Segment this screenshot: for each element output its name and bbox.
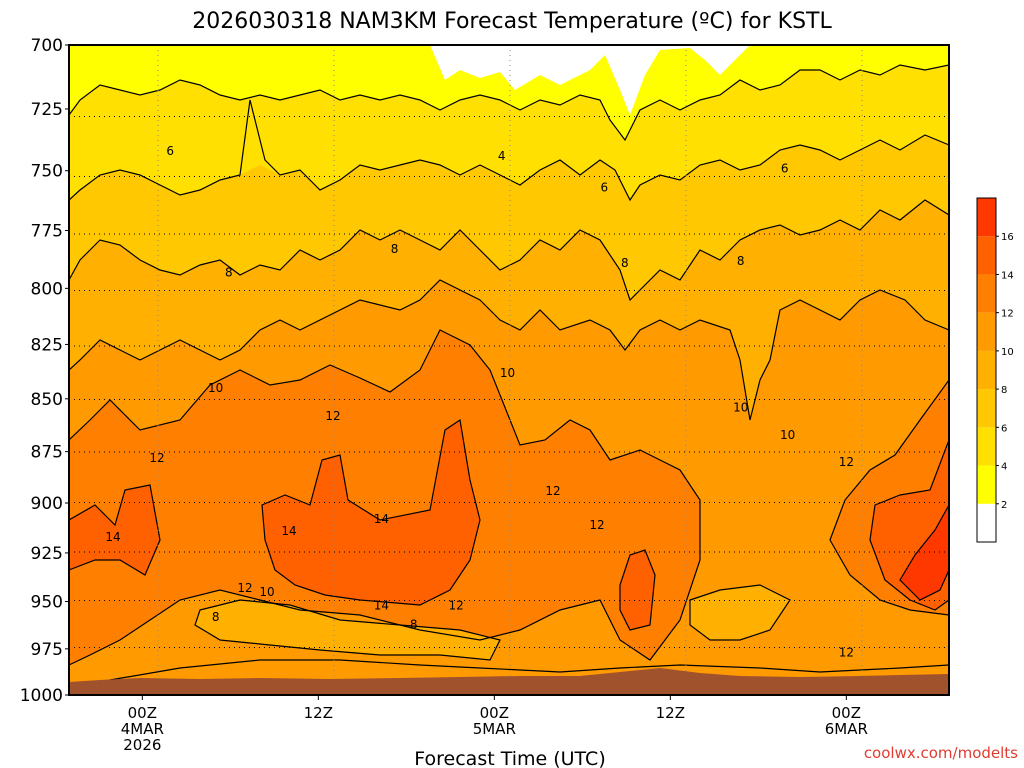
contour-label: 14 [105, 530, 120, 544]
band-low-8-10-right [690, 585, 790, 640]
contour-6 [69, 99, 949, 202]
y-tick-label: 750 [31, 162, 63, 182]
x-tick-label: 00Z [128, 704, 157, 722]
contour-label: 10 [780, 428, 795, 442]
contour-label: 14 [281, 524, 296, 538]
contour-label: 8 [737, 254, 745, 268]
colorbar-tick-label: 4 [1001, 462, 1007, 473]
contour-label: 8 [621, 256, 629, 270]
contour-label: 12 [839, 646, 854, 660]
credit-link[interactable]: coolwx.com/modelts [864, 744, 1018, 762]
plot-area [69, 45, 949, 695]
band-12-14 [69, 330, 700, 665]
x-tick-label: 00Z [480, 704, 509, 722]
contour-labels: 6 4 6 6 8 8 8 8 10 10 10 10 12 12 12 12 12 12 12 12 14 14 14 14… [105, 144, 854, 659]
y-tick-label: 725 [31, 100, 63, 120]
colorbar-swatch [977, 427, 996, 466]
y-tick-label: 850 [31, 390, 63, 410]
y-tick-label: 925 [31, 544, 63, 564]
colorbar-swatch [977, 236, 996, 275]
contour-label: 6 [601, 181, 609, 195]
ground-surface [69, 668, 949, 695]
contour-label: 4 [498, 149, 506, 163]
y-axis: 700 725 750 775 800 825 850 875 900 925 950 975 1000 [20, 36, 69, 706]
y-tick-label: 775 [31, 221, 63, 241]
contour-label: 8 [212, 610, 220, 624]
y-tick-label: 875 [31, 443, 63, 463]
contour-label: 14 [374, 598, 389, 612]
plot-frame [68, 44, 950, 696]
colorbar-frame [976, 197, 997, 543]
colorbar-tick-label: 6 [1001, 423, 1007, 434]
contour-label: 10 [208, 381, 223, 395]
band-below-2 [430, 45, 750, 115]
band-14-16 [262, 420, 480, 605]
contour-label: 6 [781, 161, 789, 175]
contour-label: 10 [500, 366, 515, 380]
band-2-4 [69, 45, 949, 140]
x-axis-label: Forecast Time (UTC) [414, 748, 605, 768]
colorbar-swatch [977, 503, 996, 542]
colorbar-swatch [977, 312, 996, 351]
contour-label: 14 [374, 512, 389, 526]
colorbar: 2 4 6 8 10 12 14 16 [976, 197, 1014, 543]
x-tick-label: 5MAR [473, 720, 516, 738]
contour-12-lowest [69, 659, 949, 691]
contour-label: 12 [149, 451, 164, 465]
y-tick-label: 825 [31, 335, 63, 355]
contour-10-low [194, 599, 501, 661]
x-tick-label: 12Z [304, 704, 333, 722]
colorbar-swatch [977, 389, 996, 428]
colorbar-swatch [977, 465, 996, 504]
colorbar-swatch [977, 350, 996, 390]
contour-label: 12 [545, 484, 560, 498]
x-tick-label: 6MAR [825, 720, 868, 738]
colorbar-swatch [977, 198, 996, 237]
chart-title: 2026030318 NAM3KM Forecast Temperature (… [192, 9, 832, 34]
y-tick-label: 950 [31, 593, 63, 613]
y-tick-label: 700 [31, 36, 63, 56]
contour-label: 12 [325, 409, 340, 423]
colorbar-tick-label: 10 [1001, 347, 1014, 358]
x-tick-label: 2026 [123, 736, 161, 754]
y-tick-label: 1000 [20, 686, 63, 706]
contour-label: 8 [410, 617, 418, 631]
contour-label: 6 [166, 144, 174, 158]
contour-label: 12 [839, 455, 854, 469]
contour-label: 8 [225, 265, 233, 279]
contour-label: 10 [733, 400, 748, 414]
contour-label: 12 [237, 581, 252, 595]
band-14-16-mid [620, 550, 655, 630]
colorbar-tick-label: 14 [1001, 270, 1014, 281]
contour-label: 8 [391, 242, 399, 256]
contour-16-right [899, 504, 949, 601]
y-tick-label: 900 [31, 494, 63, 514]
contour-14-left [69, 484, 161, 576]
colorbar-tick-label: 12 [1001, 309, 1014, 320]
contour-14 [261, 418, 481, 606]
gridlines [69, 45, 949, 695]
colorbar-tick-label: 16 [1001, 232, 1014, 243]
contour-14-mid [619, 549, 656, 631]
contour-12-right [829, 379, 949, 616]
x-tick-label: 12Z [656, 704, 685, 722]
contour-label: 10 [259, 585, 274, 599]
contour-label: 12 [589, 518, 604, 532]
colorbar-tick-label: 2 [1001, 500, 1007, 511]
contour-label: 12 [449, 598, 464, 612]
y-tick-label: 800 [31, 279, 63, 299]
colorbar-tick-label: 8 [1001, 385, 1007, 396]
x-tick-label: 4MAR [121, 720, 164, 738]
y-tick-label: 975 [31, 640, 63, 660]
colorbar-swatch [977, 274, 996, 313]
contour-14-right [869, 439, 949, 611]
x-tick-label: 00Z [832, 704, 861, 722]
contour-10 [69, 279, 949, 421]
contour-10-low-right [689, 584, 791, 641]
